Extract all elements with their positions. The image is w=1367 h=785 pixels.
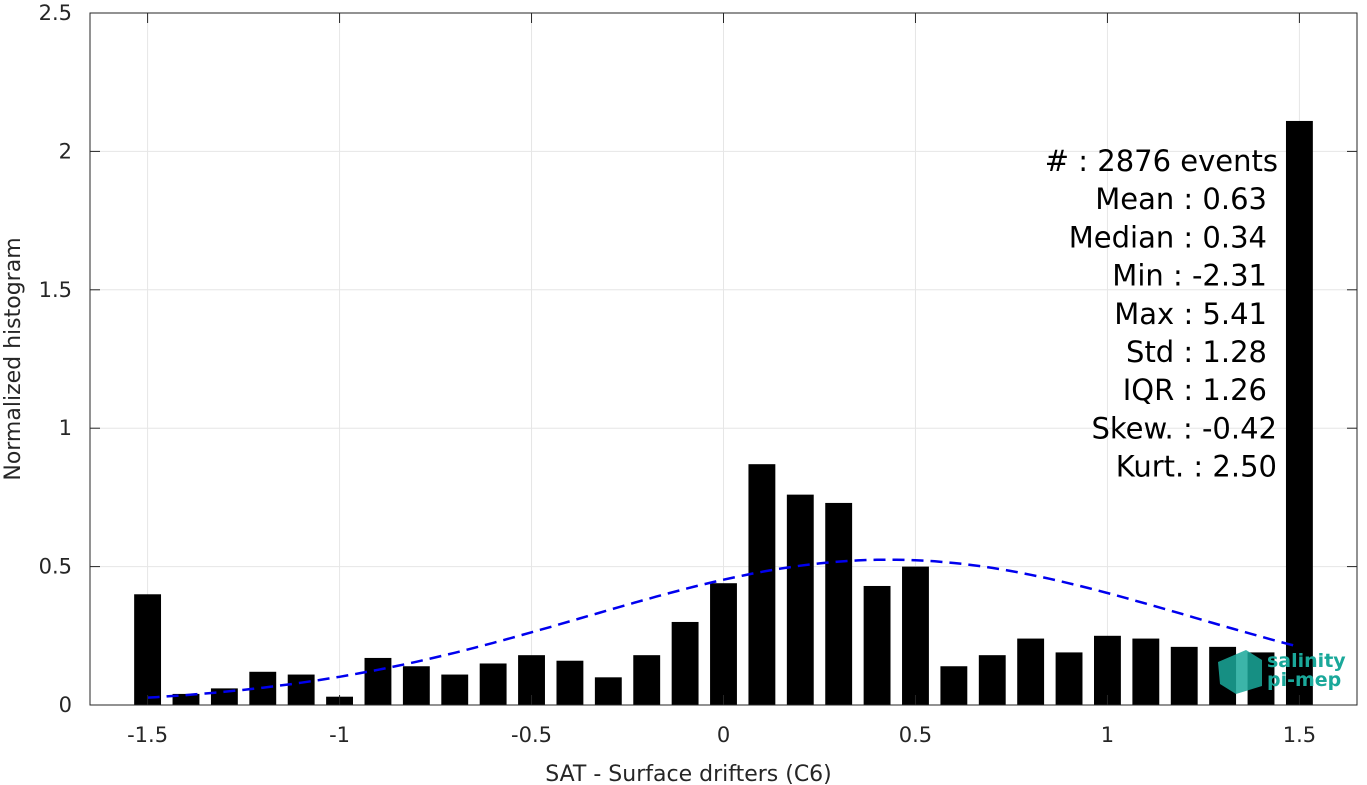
bars-group	[134, 120, 1313, 705]
stats-line: Min : -2.31	[1112, 259, 1267, 293]
stats-line: Mean : 0.63	[1095, 182, 1267, 216]
histogram-bar	[1017, 638, 1045, 705]
stats-line: IQR : 1.26	[1123, 373, 1267, 407]
histogram-bar	[863, 585, 891, 705]
histogram-bar	[287, 674, 315, 705]
histogram-bar	[210, 688, 238, 705]
histogram-bar	[1285, 120, 1313, 705]
y-axis-label: Normalized histogram	[1, 237, 26, 480]
salinity-pi-mep-logo: salinity pi-mep	[1218, 650, 1346, 694]
stats-line: Std : 1.28	[1126, 335, 1267, 369]
histogram-bar	[556, 660, 584, 705]
y-tick-label: 1	[59, 416, 72, 440]
y-tick-label: 2	[59, 139, 72, 163]
x-axis-label: SAT - Surface drifters (C6)	[545, 762, 832, 785]
tick-marks	[90, 12, 1357, 706]
histogram-bar	[479, 663, 507, 705]
histogram-bar	[594, 677, 622, 705]
logo-text-line2: pi-mep	[1267, 669, 1341, 691]
y-tick-label: 0	[59, 693, 72, 717]
histogram-bar	[978, 655, 1006, 705]
histogram-bar	[441, 674, 469, 705]
stats-line: Max : 5.41	[1114, 297, 1267, 331]
stats-box: # : 2876 events Mean : 0.63 Median : 0.34 M…	[1045, 144, 1278, 484]
histogram-bar	[1170, 646, 1198, 705]
logo-text-line1: salinity	[1267, 650, 1346, 672]
histogram-bar	[671, 621, 699, 705]
histogram-bar	[134, 594, 162, 705]
histogram-bar	[710, 583, 737, 705]
histogram-bar	[748, 464, 776, 705]
stats-line: Median : 0.34	[1069, 220, 1267, 254]
y-tick-labels: 0 0.5 1 1.5 2 2.5	[39, 1, 72, 717]
stats-line: Kurt. : 2.50	[1116, 450, 1277, 484]
histogram-bar	[1132, 638, 1160, 705]
histogram-bar	[786, 494, 814, 705]
x-tick-label: -1.5	[127, 723, 168, 747]
histogram-bar	[825, 502, 853, 705]
fit-curve	[147, 558, 1300, 699]
x-tick-label: -1	[329, 723, 350, 747]
histogram-bar	[633, 655, 661, 705]
histogram-bar	[402, 666, 430, 705]
x-tick-label: 1.5	[1283, 723, 1316, 747]
histogram-bar	[1094, 635, 1121, 705]
x-tick-label: 0	[717, 723, 730, 747]
histogram-bar	[940, 666, 968, 705]
y-tick-label: 0.5	[39, 555, 72, 579]
histogram-bar	[172, 693, 200, 705]
y-tick-label: 1.5	[39, 278, 72, 302]
y-tick-label: 2.5	[39, 1, 72, 25]
histogram-bar	[364, 657, 392, 705]
stats-line: Skew. : -0.42	[1091, 411, 1277, 445]
x-tick-label: -0.5	[511, 723, 552, 747]
logo-cube-icon	[1218, 650, 1262, 694]
x-tick-labels: -1.5 -1 -0.5 0 0.5 1 1.5	[127, 723, 1316, 747]
x-tick-label: 1	[1101, 723, 1114, 747]
histogram-bar	[902, 566, 929, 705]
histogram-bar	[1055, 652, 1083, 705]
x-tick-label: 0.5	[899, 723, 932, 747]
stats-line: # : 2876 events	[1045, 144, 1278, 178]
